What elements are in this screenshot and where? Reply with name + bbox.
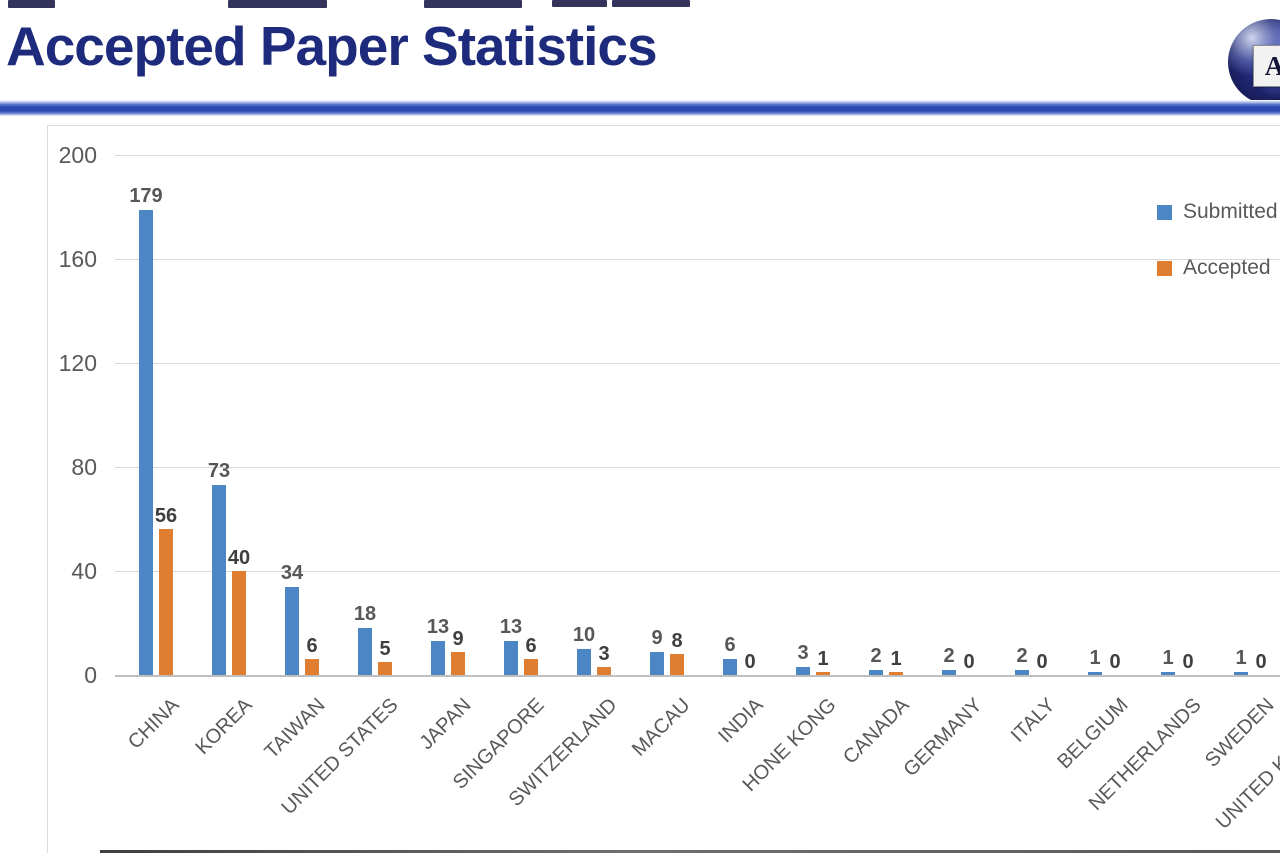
bar-submitted — [1234, 672, 1248, 675]
y-axis-tick-label: 200 — [58, 142, 97, 168]
gridline — [115, 155, 1280, 156]
gridline — [115, 363, 1280, 364]
value-label-accepted: 0 — [963, 651, 975, 673]
text-fragment — [552, 0, 607, 7]
bar-submitted — [650, 652, 664, 675]
bar-submitted — [212, 485, 226, 675]
y-axis-tick-label: 160 — [58, 246, 97, 272]
value-label-submitted: 9 — [651, 627, 663, 649]
value-label-accepted: 3 — [598, 643, 610, 665]
legend-item-submitted: Submitted — [1157, 200, 1278, 224]
bar-submitted — [723, 659, 737, 675]
category-label: CHINA — [123, 694, 184, 754]
value-label-submitted: 2 — [943, 645, 955, 667]
value-label-submitted: 18 — [353, 603, 377, 625]
page-title: Accepted Paper Statistics — [6, 15, 658, 77]
bar-accepted — [889, 672, 903, 675]
value-label-submitted: 6 — [724, 634, 736, 656]
y-axis-tick-label: 40 — [71, 558, 97, 584]
bar-submitted — [1015, 670, 1029, 675]
bar-submitted — [431, 641, 445, 675]
value-label-accepted: 0 — [1036, 651, 1048, 673]
bar-submitted — [1161, 672, 1175, 675]
chart-frame — [47, 125, 1280, 853]
bar-accepted — [524, 659, 538, 675]
bar-submitted — [869, 670, 883, 675]
text-fragment — [424, 0, 522, 8]
value-label-accepted: 1 — [817, 648, 829, 670]
value-label-accepted: 6 — [525, 635, 537, 657]
logo-letter: A — [1264, 50, 1280, 81]
value-label-submitted: 13 — [426, 616, 450, 638]
legend-item-accepted: Accepted — [1157, 256, 1271, 280]
value-label-submitted: 13 — [499, 616, 523, 638]
bottom-edge-strip — [100, 850, 1280, 853]
value-label-accepted: 9 — [452, 628, 464, 650]
bar-submitted — [358, 628, 372, 675]
value-label-submitted: 1 — [1162, 647, 1174, 669]
value-label-submitted: 2 — [1016, 645, 1028, 667]
y-axis-tick-label: 80 — [71, 454, 97, 480]
bar-accepted — [597, 667, 611, 675]
bar-accepted — [305, 659, 319, 675]
value-label-submitted: 179 — [129, 185, 163, 207]
value-label-accepted: 8 — [671, 630, 683, 652]
y-axis-tick-label: 0 — [84, 662, 97, 688]
document-a-icon: A — [1253, 45, 1280, 87]
text-fragment — [228, 0, 327, 8]
bar-submitted — [139, 210, 153, 675]
value-label-submitted: 34 — [280, 562, 304, 584]
legend-swatch-submitted — [1157, 204, 1172, 220]
bar-accepted — [159, 529, 173, 675]
value-label-submitted: 73 — [207, 460, 231, 482]
bar-accepted — [670, 654, 684, 675]
bar-submitted — [1088, 672, 1102, 675]
bar-accepted — [451, 652, 465, 675]
value-label-accepted: 1 — [890, 648, 902, 670]
value-label-accepted: 6 — [306, 635, 318, 657]
value-label-submitted: 3 — [797, 642, 809, 664]
value-label-accepted: 0 — [1109, 651, 1121, 673]
value-label-accepted: 56 — [154, 505, 178, 527]
bar-submitted — [285, 587, 299, 675]
value-label-accepted: 40 — [227, 547, 251, 569]
bar-accepted — [232, 571, 246, 675]
value-label-submitted: 2 — [870, 645, 882, 667]
value-label-submitted: 1 — [1089, 647, 1101, 669]
legend-label-accepted: Accepted — [1183, 256, 1271, 279]
value-label-submitted: 10 — [572, 624, 596, 646]
value-label-submitted: 1 — [1235, 647, 1247, 669]
bar-submitted — [504, 641, 518, 675]
bar-accepted — [816, 672, 830, 675]
text-fragment — [612, 0, 690, 7]
value-label-accepted: 0 — [1182, 651, 1194, 673]
legend-swatch-accepted — [1157, 260, 1172, 276]
gridline — [115, 259, 1280, 260]
gridline — [115, 675, 1280, 677]
value-label-accepted: 0 — [1255, 651, 1267, 673]
gridline — [115, 467, 1280, 468]
value-label-accepted: 5 — [379, 638, 391, 660]
legend-label-submitted: Submitted — [1183, 200, 1278, 223]
text-fragment — [8, 0, 55, 8]
gridline — [115, 571, 1280, 572]
bar-accepted — [378, 662, 392, 675]
value-label-accepted: 0 — [744, 651, 756, 673]
y-axis-tick-label: 120 — [58, 350, 97, 376]
bar-submitted — [577, 649, 591, 675]
bar-submitted — [942, 670, 956, 675]
title-underline — [0, 100, 1280, 116]
bar-submitted — [796, 667, 810, 675]
